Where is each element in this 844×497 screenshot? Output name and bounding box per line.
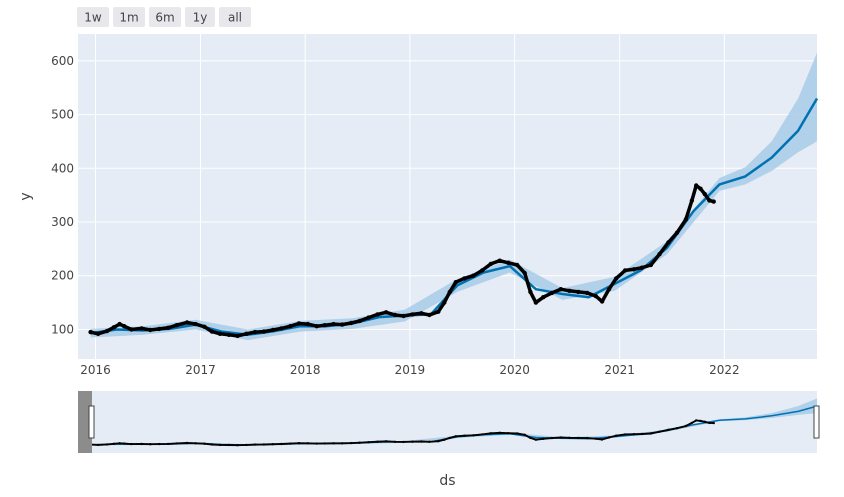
range-button-bg[interactable] — [113, 7, 145, 27]
range-selector: 1w 1m 6m 1y all — [77, 7, 251, 27]
range-button-label[interactable]: 1y — [193, 11, 208, 25]
forecast-line — [90, 97, 819, 337]
range-button-label[interactable]: 1w — [84, 11, 102, 25]
mini-actual-trace — [89, 419, 715, 447]
range-button-bg[interactable] — [219, 7, 251, 27]
x-tick-label: 2018 — [290, 363, 321, 377]
range-button-bg[interactable] — [185, 7, 215, 27]
range-button-bg[interactable] — [77, 7, 109, 27]
y-axis-title: y — [18, 192, 34, 200]
range-button-label[interactable]: all — [228, 11, 242, 25]
gridlines — [78, 34, 817, 359]
range-slider-left-handle[interactable] — [88, 405, 95, 439]
y-tick-label: 500 — [51, 108, 74, 122]
y-tick-label: 300 — [51, 215, 74, 229]
range-slider-right-handle[interactable] — [813, 405, 820, 439]
main-plot — [88, 52, 819, 341]
y-tick-label: 200 — [51, 269, 74, 283]
range-slider[interactable] — [78, 391, 820, 453]
x-tick-label: 2020 — [499, 363, 530, 377]
range-button-all[interactable]: all — [219, 7, 251, 27]
x-tick-label: 2021 — [604, 363, 635, 377]
y-tick-label: 100 — [51, 322, 74, 336]
y-tick-label: 400 — [51, 161, 74, 175]
range-button-1m[interactable]: 1m — [113, 7, 145, 27]
range-button-1y[interactable]: 1y — [185, 7, 215, 27]
axis-ticks: 100 200 300 400 500 600 2016 2017 2018 2019 2020 20… — [51, 54, 740, 377]
x-tick-label: 2016 — [80, 363, 111, 377]
range-button-bg[interactable] — [149, 7, 181, 27]
range-button-label[interactable]: 6m — [155, 11, 174, 25]
y-tick-label: 600 — [51, 54, 74, 68]
x-axis-title: ds — [439, 473, 455, 489]
range-button-label[interactable]: 1m — [119, 11, 138, 25]
actual-trace — [88, 183, 716, 338]
x-tick-label: 2022 — [709, 363, 740, 377]
range-button-6m[interactable]: 6m — [149, 7, 181, 27]
x-tick-label: 2019 — [395, 363, 426, 377]
x-tick-label: 2017 — [185, 363, 216, 377]
range-button-1w[interactable]: 1w — [77, 7, 109, 27]
